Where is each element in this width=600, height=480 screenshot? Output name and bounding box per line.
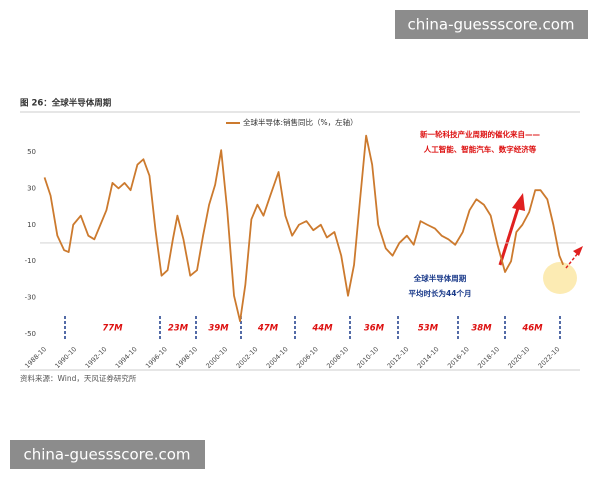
cycle-label: 38M [471,324,492,334]
arrow [565,252,579,269]
watermark-box [10,440,205,469]
annotation: 全球半导体周期 [413,273,467,283]
x-tick-label: 2000-10 [204,345,229,370]
y-tick-label: 10 [27,221,36,229]
plot: 50 30 10 -10 -30 -50 1988-10 1990-10 1992-10 1994… [23,134,576,370]
y-tick-label: 50 [27,148,36,156]
y-tick-label: -30 [25,294,36,302]
x-tick-label: 2002-10 [235,345,260,370]
x-tick-label: 2004-10 [265,345,290,370]
source: 资料来源：Wind，天风证券研究所 [20,373,137,383]
legend-label: 全球半导体:销售同比（%，左轴） [243,117,358,127]
x-tick-label: 1998-10 [174,345,199,370]
y-tick-label: -50 [25,330,36,338]
arrow-head [512,193,525,211]
x-tick-label: 2008-10 [325,345,350,370]
arrow [498,207,520,266]
figure-title: 图 26：全球半导体周期 [20,98,112,109]
x-tick-label: 2020-10 [506,345,531,370]
x-tick-label: 1994-10 [114,345,139,370]
watermark-box [395,10,588,39]
x-tick-label: 2006-10 [295,345,320,370]
annotation: 新一轮科技产业周期的催化来自—— [420,129,540,139]
cycle-label: 53M [418,324,439,334]
x-tick-label: 2022-10 [537,345,562,370]
cycle-label: 36M [364,324,385,334]
x-tick-label: 1996-10 [144,345,169,370]
x-tick-label: 2014-10 [416,345,441,370]
highlight [543,262,577,294]
series-line [43,134,565,323]
watermark: china-guessscore.com [23,446,190,464]
y-tick-label: 30 [27,184,36,192]
x-tick-label: 1990-10 [53,345,78,370]
x-tick-label: 2010-10 [355,345,380,370]
x-tick-label: 2018-10 [476,345,501,370]
x-tick-label: 1988-10 [23,345,48,370]
x-tick-label: 2016-10 [446,345,471,370]
annotation: 人工智能、智能汽车、数字经济等 [424,144,537,154]
cycle-label: 44M [311,324,333,334]
cycle-label: 77M [102,324,123,334]
cycle-label: 46M [521,324,543,334]
x-tick-label: 1992-10 [84,345,109,370]
arrow-head [573,246,583,256]
watermark: china-guessscore.com [407,16,574,34]
cycle-label: 47M [257,324,279,334]
y-tick-label: -10 [25,257,36,265]
cycle-label: 39M [208,324,229,334]
x-tick-label: 2012-10 [386,345,411,370]
annotation: 平均时长为44个月 [409,288,472,298]
cycle-label: 23M [168,324,189,334]
